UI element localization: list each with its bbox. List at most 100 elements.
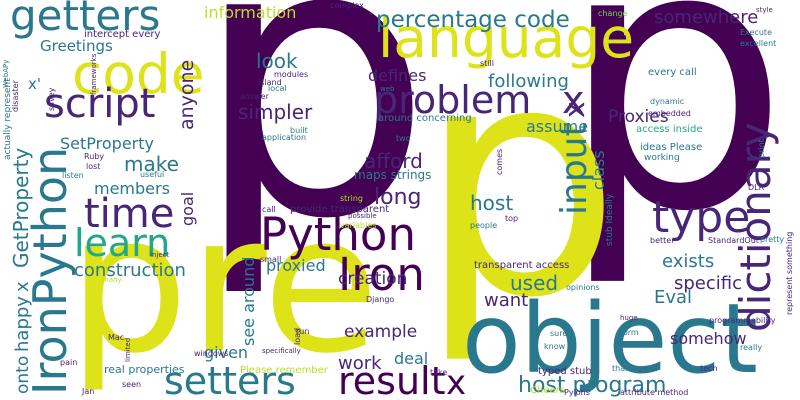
word: two [396, 134, 411, 143]
word: creation [338, 269, 407, 289]
word: typed stub [538, 366, 592, 377]
word: useful [140, 170, 164, 179]
word: p [192, 0, 433, 302]
word: thank [612, 364, 635, 373]
word: StandardOut [708, 236, 759, 245]
word: members [94, 179, 170, 198]
word: variables [340, 221, 376, 230]
word: style [756, 6, 773, 14]
word: maps strings [354, 168, 431, 182]
word: exists [662, 251, 714, 272]
word: GetProperty [9, 148, 33, 268]
word: object [462, 283, 758, 395]
word: given [204, 343, 248, 362]
word: pain [60, 358, 77, 367]
word: tech [700, 364, 718, 373]
word: pre [68, 174, 379, 395]
word: getters [10, 0, 160, 40]
word: application [262, 133, 306, 142]
word: frameworks [90, 53, 98, 95]
word: make [124, 152, 179, 176]
word: dictionary [731, 122, 780, 332]
word: Eval [654, 287, 692, 308]
word: p [558, 0, 790, 292]
word: anyone [176, 60, 198, 130]
word: programmability [709, 316, 776, 325]
word: somewhere [654, 7, 758, 28]
word: WebAPy [2, 60, 10, 88]
word: print [757, 139, 766, 158]
word: x [558, 101, 591, 118]
word: represent something [785, 232, 794, 315]
word: following [488, 71, 569, 92]
word: savey [47, 87, 56, 111]
word: used [510, 271, 558, 295]
word: limited [124, 338, 132, 362]
word: real properties [104, 363, 185, 376]
word: dynamic [650, 97, 684, 106]
word: afford [364, 149, 423, 173]
word: still [480, 59, 494, 68]
word: every call [648, 67, 697, 78]
word: better [650, 236, 675, 245]
word: Please remember [240, 365, 329, 376]
word: opinions [566, 283, 600, 292]
word: x [562, 78, 585, 122]
word: x' [28, 75, 41, 93]
word: actually represent [3, 78, 13, 160]
word: goal [178, 192, 197, 226]
word: SetProperty [60, 134, 154, 153]
word: x [446, 363, 466, 400]
word: complex [330, 1, 364, 10]
word: Mac [108, 333, 124, 342]
word: work [338, 353, 382, 374]
word: time [84, 191, 174, 237]
word: possible [348, 212, 377, 220]
word: answer [240, 92, 270, 101]
word: Ruby [84, 152, 104, 161]
word: Proxies [608, 107, 669, 127]
word: excellent [740, 39, 776, 48]
word: defines [368, 66, 426, 85]
word: Execute [740, 28, 772, 37]
word: attribute method [620, 388, 688, 397]
word: form [620, 328, 639, 337]
word: Cheers [530, 385, 565, 396]
word: disaster [11, 79, 20, 112]
word: specifically [262, 347, 301, 355]
word: Iron [338, 248, 425, 301]
word: long [374, 185, 421, 210]
word: seen [122, 380, 141, 389]
word: small [260, 255, 281, 264]
word: listen [62, 171, 84, 180]
word: code [72, 42, 205, 106]
word: deal [394, 349, 428, 368]
word: setters [164, 359, 296, 400]
word: provide transparent [290, 204, 389, 215]
word: onto [13, 356, 33, 394]
word: access inside [636, 124, 702, 135]
word: specific [674, 273, 742, 294]
word: intercept every [84, 29, 161, 40]
word: IronPython [23, 147, 77, 395]
word: around concerning [378, 113, 472, 124]
word: local [268, 84, 287, 93]
word: language [378, 6, 634, 70]
word: working [644, 153, 680, 163]
word: see around [239, 257, 258, 346]
word: Pylons [564, 388, 590, 397]
word: stub Ideally [605, 193, 615, 246]
word: example [344, 322, 417, 342]
word: percentage code [376, 7, 570, 33]
word: call [262, 205, 276, 214]
word: construction [74, 260, 186, 281]
word: web [380, 85, 395, 93]
word: really [740, 343, 762, 352]
word: look [256, 49, 298, 73]
word: huge [620, 314, 638, 322]
word: x [12, 281, 33, 292]
word: happy [12, 296, 33, 352]
word: modules [274, 70, 308, 79]
